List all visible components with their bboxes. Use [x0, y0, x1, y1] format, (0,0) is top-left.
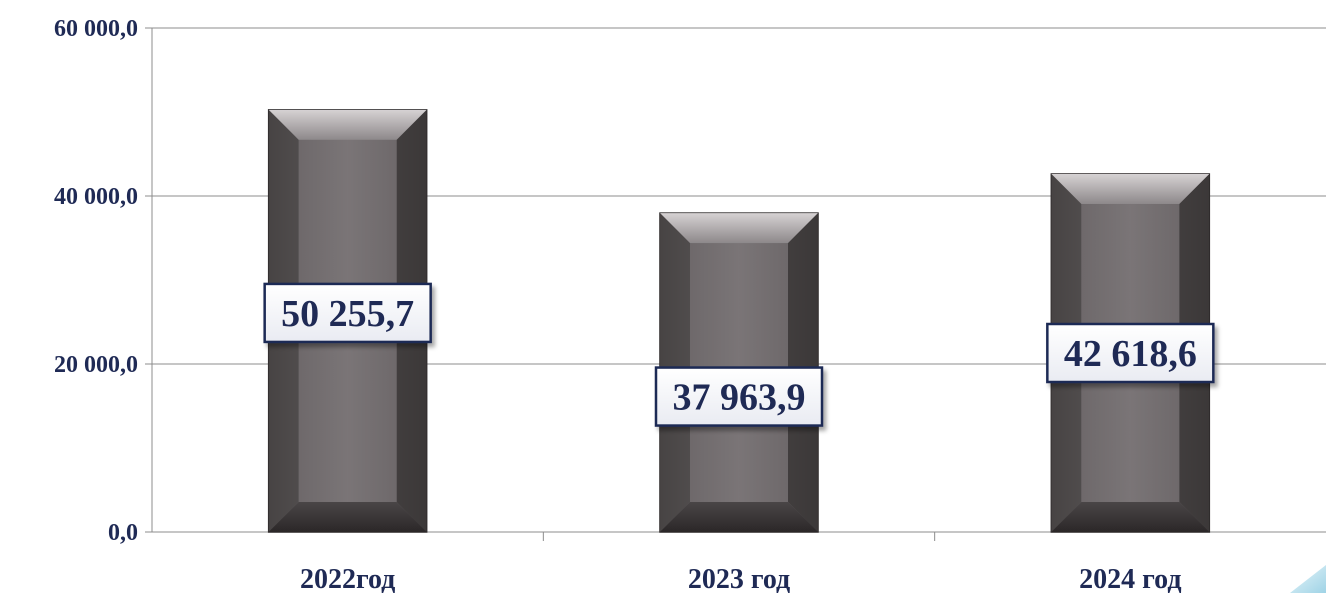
bar-bottom-bevel	[1051, 502, 1210, 532]
x-tick-label: 2024 год	[1079, 564, 1181, 593]
axes: 0,0 20 000,0 40 000,0 60 000,0 2022год 2023 г…	[54, 16, 1326, 593]
x-tick-label: 2023 год	[688, 564, 790, 593]
bar-top-bevel	[268, 109, 427, 140]
value-label: 50 255,7	[263, 282, 432, 344]
x-tick-label: 2022год	[300, 564, 395, 593]
bar-bottom-bevel	[660, 502, 818, 532]
value-label-box	[654, 366, 824, 427]
y-tick-label: 0,0	[108, 520, 138, 546]
value-label: 42 618,6	[1046, 322, 1215, 384]
y-tick-label: 60 000,0	[54, 16, 138, 42]
value-label: 37 963,9	[654, 366, 824, 427]
value-label-box	[1046, 322, 1215, 384]
value-label-text: 42 618,6	[1064, 333, 1197, 375]
value-label-text: 37 963,9	[673, 377, 806, 419]
y-tick-label: 20 000,0	[54, 352, 138, 378]
bar-bottom-bevel	[268, 502, 427, 532]
value-label-box	[263, 282, 432, 344]
y-tick-label: 40 000,0	[54, 184, 138, 210]
bar-top-bevel	[1051, 174, 1210, 205]
value-label-text: 50 255,7	[281, 293, 414, 335]
value-labels: 50 255,7 37 963,9 42 618,6	[263, 282, 1215, 427]
corner-accent-shape	[1290, 565, 1326, 593]
bar-top-bevel	[660, 213, 818, 244]
